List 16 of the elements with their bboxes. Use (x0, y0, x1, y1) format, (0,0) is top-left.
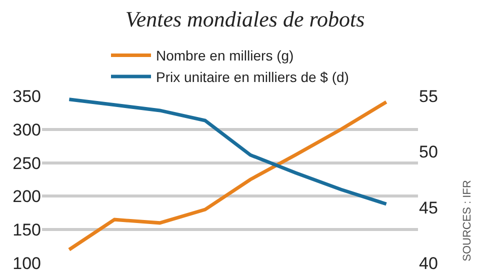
line-series (67, 100, 388, 252)
y-tick-label: 350 (12, 86, 41, 106)
y-tick-label: 100 (12, 254, 41, 273)
legend-label: Nombre en milliers (g) (156, 48, 294, 64)
y-tick-label: 250 (12, 154, 41, 173)
y-tick-label: 150 (12, 220, 41, 240)
y2-tick-label: 55 (419, 86, 438, 106)
legend-label: Prix unitaire en milliers de $ (d) (156, 68, 349, 85)
chart-title: Ventes mondiales de robots (125, 6, 365, 32)
line-series (67, 98, 388, 206)
y2-tick-label: 40 (419, 254, 438, 273)
y2-tick-label: 45 (419, 198, 438, 218)
y2-tick-label: 50 (419, 142, 438, 162)
source-note: SOURCES : IFR (461, 180, 474, 262)
y-tick-label: 300 (12, 120, 41, 140)
y-tick-label: 200 (12, 187, 41, 206)
